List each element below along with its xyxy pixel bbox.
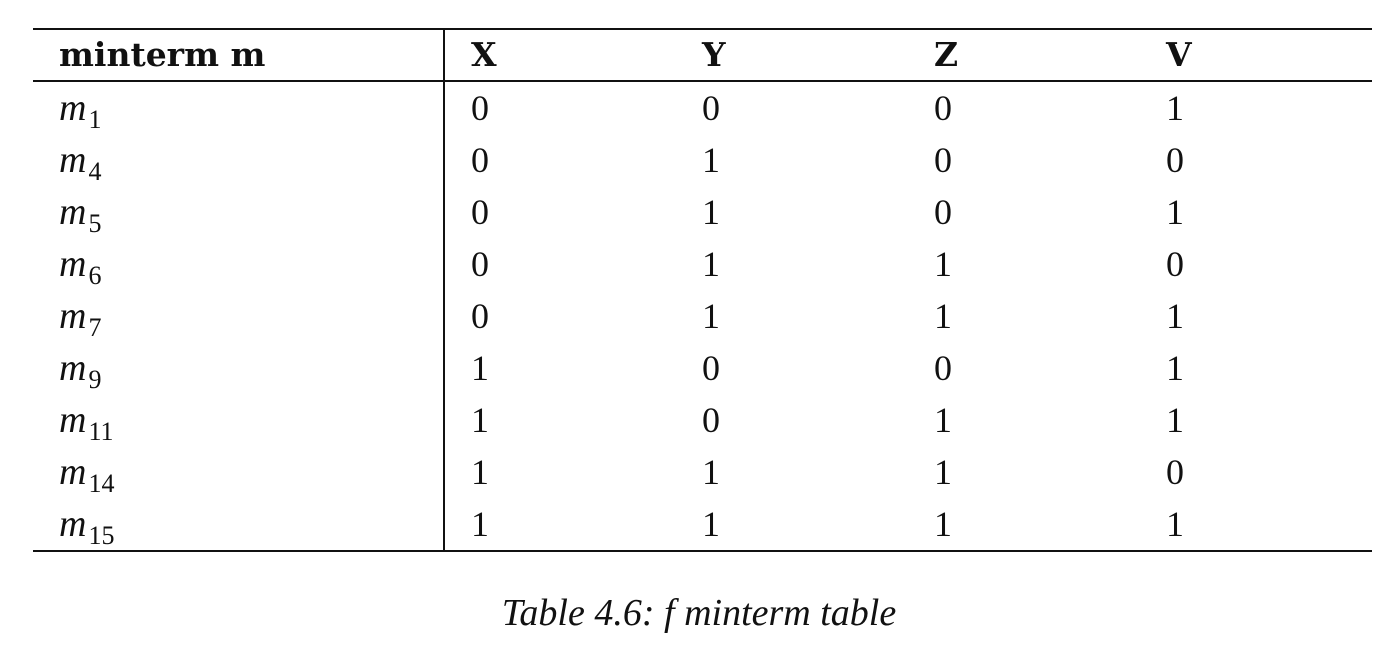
- minterm-symbol: m: [59, 243, 87, 285]
- v-value-cell: 1: [1166, 88, 1184, 128]
- minterm-symbol: m: [59, 87, 87, 129]
- minterm-cell: m9: [33, 342, 445, 394]
- x-value-cell: 0: [471, 296, 489, 336]
- minterm-index: 7: [88, 313, 102, 342]
- minterm-table-container: minterm m X Y Z V m1 0 0 0 1 m4 0 1 0 0 m5 0 1 0 1 m6 0 1…: [33, 28, 1372, 552]
- v-value-cell: 1: [1140, 498, 1372, 552]
- y-value-cell: 1: [702, 452, 720, 492]
- z-value-cell: 1: [934, 400, 952, 440]
- y-value-cell: 0: [702, 348, 720, 388]
- x-value-cell: 1: [444, 498, 676, 552]
- v-value-cell: 1: [1166, 296, 1184, 336]
- x-value-cell: 1: [471, 452, 489, 492]
- header-x: X: [444, 28, 676, 82]
- y-value-cell: 1: [676, 498, 908, 552]
- minterm-cell: m7: [33, 290, 445, 342]
- minterm-cell: m5: [33, 186, 445, 238]
- minterm-index: 15: [88, 521, 115, 550]
- y-value-cell: 1: [702, 244, 720, 284]
- z-value-cell: 0: [934, 88, 952, 128]
- z-value-cell: 1: [934, 296, 952, 336]
- y-value-cell: 1: [702, 140, 720, 180]
- x-value-cell: 0: [471, 88, 489, 128]
- header-v: V: [1140, 28, 1372, 82]
- minterm-symbol: m: [59, 347, 87, 389]
- y-value-cell: 1: [702, 296, 720, 336]
- x-value-cell: 0: [471, 244, 489, 284]
- minterm-cell: m4: [33, 134, 445, 186]
- x-value-cell: 1: [471, 348, 489, 388]
- y-value-cell: 0: [702, 88, 720, 128]
- minterm-symbol: m: [59, 451, 87, 493]
- minterm-table: minterm m X Y Z V m1 0 0 0 1 m4 0 1 0 0 m5 0 1 0 1 m6 0 1…: [33, 28, 1372, 552]
- z-value-cell: 0: [934, 348, 952, 388]
- minterm-cell: m14: [33, 446, 445, 498]
- v-value-cell: 0: [1166, 244, 1184, 284]
- minterm-symbol: m: [59, 399, 87, 441]
- table-row: m14 1 1 1 0: [33, 446, 1372, 498]
- z-value-cell: 0: [934, 192, 952, 232]
- minterm-cell: m1: [33, 81, 445, 134]
- v-value-cell: 1: [1166, 348, 1184, 388]
- v-value-cell: 0: [1166, 140, 1184, 180]
- x-value-cell: 0: [471, 192, 489, 232]
- table-caption: Table 4.6: f minterm table: [501, 592, 897, 634]
- header-row: minterm m X Y Z V: [33, 28, 1372, 82]
- y-value-cell: 0: [702, 400, 720, 440]
- table-row: m6 0 1 1 0: [33, 238, 1372, 290]
- z-value-cell: 1: [934, 452, 952, 492]
- x-value-cell: 0: [471, 140, 489, 180]
- header-z: Z: [908, 28, 1140, 82]
- table-row: m11 1 0 1 1: [33, 394, 1372, 446]
- table-header: minterm m X Y Z V: [33, 28, 1372, 82]
- v-value-cell: 0: [1166, 452, 1184, 492]
- z-value-cell: 1: [908, 498, 1140, 552]
- z-value-cell: 0: [934, 140, 952, 180]
- minterm-index: 14: [88, 469, 115, 498]
- table-row: m7 0 1 1 1: [33, 290, 1372, 342]
- table-row: m9 1 0 0 1: [33, 342, 1372, 394]
- minterm-cell: m11: [33, 394, 445, 446]
- table-row: m5 0 1 0 1: [33, 186, 1372, 238]
- header-y: Y: [676, 28, 908, 82]
- table-row: m4 0 1 0 0: [33, 134, 1372, 186]
- minterm-index: 11: [88, 417, 114, 446]
- minterm-index: 9: [88, 365, 102, 394]
- x-value-cell: 1: [471, 400, 489, 440]
- minterm-cell: m15: [33, 498, 445, 552]
- minterm-cell: m6: [33, 238, 445, 290]
- table-row: m15 1 1 1 1: [33, 498, 1372, 552]
- y-value-cell: 1: [702, 192, 720, 232]
- v-value-cell: 1: [1166, 192, 1184, 232]
- minterm-symbol: m: [59, 503, 87, 545]
- minterm-symbol: m: [59, 191, 87, 233]
- table-body: m1 0 0 0 1 m4 0 1 0 0 m5 0 1 0 1 m6 0 1 1 0 m7 0 1 1 1 m9 1 0 0 1 m11 1…: [33, 81, 1372, 552]
- header-minterm: minterm m: [33, 28, 445, 82]
- minterm-symbol: m: [59, 295, 87, 337]
- minterm-index: 4: [88, 157, 102, 186]
- minterm-index: 5: [88, 209, 102, 238]
- table-row: m1 0 0 0 1: [33, 81, 1372, 134]
- z-value-cell: 1: [934, 244, 952, 284]
- minterm-symbol: m: [59, 139, 87, 181]
- minterm-index: 1: [88, 105, 102, 134]
- minterm-index: 6: [88, 261, 102, 290]
- v-value-cell: 1: [1166, 400, 1184, 440]
